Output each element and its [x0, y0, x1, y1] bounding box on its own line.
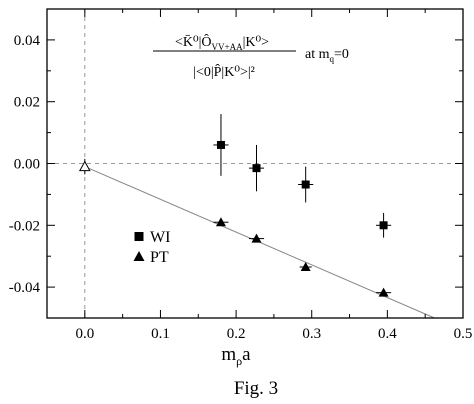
- axis-ticks: 0.0 0.1 0.2 0.3 0.4 0.5 -0.04 -0.02 0.00 0.02 0.04: [9, 8, 473, 342]
- triangle-marker: [251, 233, 262, 243]
- x-tick-label: 0.1: [151, 326, 170, 342]
- data-markers: [78, 114, 392, 297]
- triangle-marker: [378, 287, 389, 297]
- legend-label-pt: PT: [150, 249, 169, 266]
- y-tick-label: 0.04: [14, 33, 41, 49]
- x-tick-label: 0.0: [75, 326, 94, 342]
- figure-caption: Fig. 3: [234, 378, 278, 399]
- legend: WI PT: [133, 229, 170, 266]
- formula-denominator: |<0|P̂|K⁰>|²: [193, 63, 255, 80]
- square-marker: [216, 140, 225, 149]
- y-tick-label: 0.02: [14, 95, 40, 111]
- triangle-marker: [300, 262, 311, 272]
- square-marker: [301, 180, 310, 189]
- y-tick-label: 0.00: [14, 157, 40, 173]
- data-point-wi: [248, 144, 265, 192]
- data-point-wi: [298, 166, 314, 203]
- x-tick-label: 0.5: [454, 326, 473, 342]
- formula-annotation: <K̄⁰|ÔVV+AA|K⁰> |<0|P̂|K⁰>|² at mq=0: [153, 33, 349, 80]
- data-point-pt: [213, 217, 229, 227]
- formula-numerator: <K̄⁰|ÔVV+AA|K⁰>: [175, 33, 269, 52]
- legend-label-wi: WI: [150, 229, 170, 246]
- x-axis-label: mρa: [221, 344, 251, 368]
- x-tick-label: 0.2: [227, 326, 246, 342]
- data-point-pt: [248, 233, 265, 243]
- data-point-wi: [376, 212, 392, 238]
- data-point-pt: [299, 262, 312, 272]
- data-point-extrapolated: [78, 158, 91, 175]
- data-point-pt: [376, 287, 392, 297]
- triangle-marker: [215, 217, 226, 227]
- x-tick-label: 0.3: [302, 326, 321, 342]
- formula-suffix: at mq=0: [305, 47, 349, 64]
- legend-marker-square: [134, 232, 144, 241]
- legend-marker-triangle: [133, 251, 145, 261]
- square-marker: [252, 164, 261, 173]
- data-point-wi: [213, 114, 229, 176]
- open-triangle-marker: [78, 160, 91, 172]
- y-tick-label: -0.04: [9, 280, 41, 296]
- y-tick-label: -0.02: [9, 218, 40, 234]
- reference-lines: [47, 9, 463, 318]
- x-tick-label: 0.4: [378, 326, 397, 342]
- square-marker: [379, 221, 388, 230]
